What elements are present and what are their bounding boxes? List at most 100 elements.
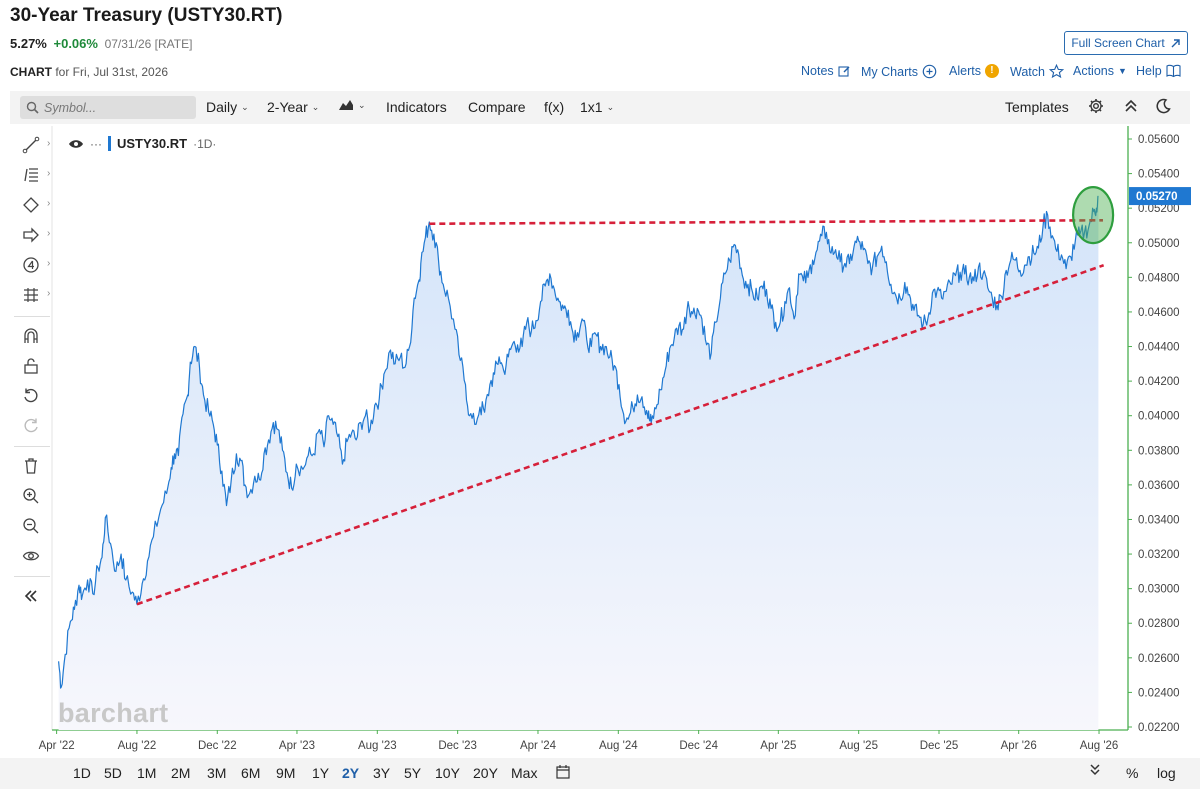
fib-tool[interactable]: › [20, 164, 50, 186]
eye-icon[interactable] [68, 138, 84, 150]
delete-button[interactable] [20, 455, 42, 477]
support-trendline[interactable] [136, 264, 1105, 606]
period-select[interactable]: 2-Year ⌄ [267, 99, 319, 115]
mycharts-label: My Charts [861, 64, 918, 79]
indicators-button[interactable]: Indicators [386, 99, 447, 115]
collapse-button[interactable] [1124, 98, 1138, 114]
range-1d-button[interactable]: 1D [73, 765, 91, 781]
quote-date: 07/31/26 [RATE] [104, 37, 193, 51]
percent-toggle[interactable]: % [1126, 765, 1139, 781]
x-tick-label: Apr '23 [279, 740, 315, 752]
star-icon [1048, 64, 1064, 79]
help-link[interactable]: Help [1136, 64, 1181, 78]
range-10y-button[interactable]: 10Y [435, 765, 460, 781]
chart-panel[interactable]: 0.02200 0.02400 0.02600 0.02800 0.03000 0.032… [0, 126, 1200, 756]
compare-button[interactable]: Compare [468, 99, 526, 115]
chevron-down-icon: ⌄ [606, 101, 615, 112]
lock-tool[interactable] [20, 355, 42, 377]
symbol-input[interactable] [44, 100, 184, 115]
calendar-icon [556, 765, 570, 779]
scroll-down-button[interactable] [1089, 763, 1101, 780]
range-max-button[interactable]: Max [511, 765, 538, 781]
zoom-out-button[interactable] [20, 515, 42, 537]
chevron-down-icon: ⌄ [358, 99, 366, 110]
y-tick-label: 0.03600 [1138, 480, 1180, 492]
last-value-label: 0.05270 [1136, 191, 1178, 203]
search-icon [26, 101, 39, 114]
alerts-label: Alerts [949, 64, 981, 78]
range-3y-button[interactable]: 3Y [373, 765, 391, 781]
trend-line-icon [22, 136, 40, 154]
more-options-icon[interactable]: ··· [90, 136, 102, 151]
y-tick-label: 0.04200 [1138, 376, 1180, 388]
counter-tool[interactable]: › [20, 254, 50, 276]
y-tick-label: 0.03800 [1138, 445, 1180, 457]
function-button[interactable]: f(x) [544, 99, 565, 115]
x-tick-label: Apr '25 [760, 740, 796, 752]
arrow-tool[interactable]: › [20, 224, 50, 246]
range-1m-button[interactable]: 1M [137, 765, 157, 781]
symbol-search[interactable] [20, 96, 196, 119]
y-tick-label: 0.03200 [1138, 549, 1180, 561]
alerts-link[interactable]: Alerts ! [949, 64, 999, 78]
edit-icon [838, 65, 850, 77]
range-5d-button[interactable]: 5D [104, 765, 122, 781]
x-tick-label: Aug '26 [1080, 740, 1119, 752]
x-tick-label: Aug '22 [118, 740, 157, 752]
arrow-right-icon [23, 227, 39, 243]
toolbar-divider [14, 576, 50, 577]
double-chevron-up-icon [1125, 99, 1137, 112]
fullscreen-button[interactable]: Full Screen Chart [1064, 31, 1188, 55]
expand-arrow-icon [1171, 38, 1180, 47]
magnet-tool[interactable] [20, 325, 42, 347]
unlock-icon [24, 358, 38, 374]
numbered-circle-icon [23, 257, 39, 273]
resistance-trendline[interactable] [429, 218, 1103, 226]
range-5y-button[interactable]: 5Y [404, 765, 422, 781]
notes-link[interactable]: Notes [801, 64, 851, 78]
alert-icon: ! [984, 64, 999, 78]
mycharts-link[interactable]: My Charts [861, 64, 937, 79]
undo-icon [24, 388, 38, 403]
redo-button[interactable] [20, 415, 42, 437]
range-9m-button[interactable]: 9M [276, 765, 296, 781]
undo-button[interactable] [20, 385, 42, 407]
watch-link[interactable]: Watch [1010, 64, 1064, 79]
range-6m-button[interactable]: 6M [241, 765, 261, 781]
range-1y-button[interactable]: 1Y [312, 765, 330, 781]
zoom-in-button[interactable] [20, 485, 42, 507]
layout-select[interactable]: 1x1 ⌄ [580, 99, 614, 115]
last-value-badge [1129, 187, 1191, 206]
chart-for-date: for Fri, Jul 31st, 2026 [55, 65, 169, 79]
interval-label: Daily [206, 99, 238, 115]
x-tick-label: Aug '25 [839, 740, 878, 752]
interval-select[interactable]: Daily ⌄ [206, 99, 249, 115]
line-tool[interactable]: › [20, 134, 50, 156]
plus-circle-icon [922, 64, 937, 79]
chart-type-select[interactable]: ⌄ [338, 99, 366, 111]
collapse-tools-button[interactable] [20, 585, 42, 607]
theme-toggle[interactable] [1155, 98, 1171, 114]
actions-label: Actions [1073, 64, 1114, 78]
breakout-circle[interactable] [1071, 185, 1115, 245]
y-tick-label: 0.02800 [1138, 618, 1180, 630]
range-2y-button[interactable]: 2Y [342, 765, 360, 781]
y-tick-label: 0.05000 [1138, 238, 1180, 250]
templates-button[interactable]: Templates [1005, 99, 1069, 115]
magnet-icon [24, 328, 38, 343]
x-tick-label: Apr '24 [520, 740, 557, 752]
shape-tool[interactable]: › [20, 194, 50, 216]
settings-button[interactable] [1088, 98, 1104, 114]
log-toggle[interactable]: log [1157, 765, 1176, 781]
date-range-picker[interactable] [556, 764, 570, 782]
visibility-button[interactable] [20, 545, 42, 567]
price-chart[interactable]: 0.02200 0.02400 0.02600 0.02800 0.03000 0.032… [0, 126, 1200, 756]
range-20y-button[interactable]: 20Y [473, 765, 498, 781]
measure-tool[interactable]: › [20, 284, 50, 306]
range-2m-button[interactable]: 2M [171, 765, 191, 781]
quote-line: 5.27% +0.06% 07/31/26 [RATE] [10, 36, 192, 51]
help-label: Help [1136, 64, 1162, 78]
range-3m-button[interactable]: 3M [207, 765, 227, 781]
y-tick-label: 0.03400 [1138, 514, 1180, 526]
actions-menu[interactable]: Actions ▼ [1073, 64, 1127, 78]
